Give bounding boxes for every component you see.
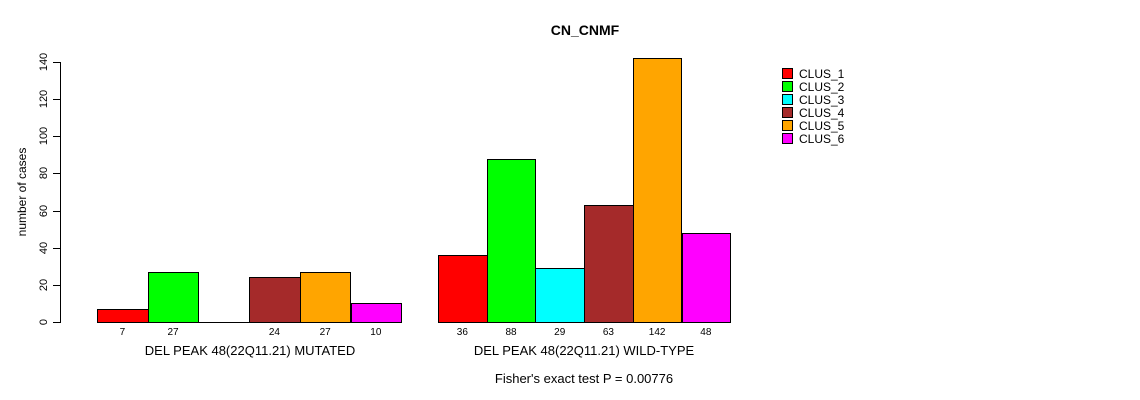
bar-clus_1 [97,309,149,323]
legend-label: CLUS_4 [799,105,845,120]
bar-value-label: 63 [602,327,614,338]
bar-value-label: 88 [505,327,517,338]
bar-value-label: 36 [456,327,468,338]
bar-clus_6 [681,232,732,323]
y-axis-label: number of cases [15,147,29,237]
y-tick-label: 20 [38,278,50,291]
bar-value-label: 7 [119,327,126,338]
bar-clus_4 [249,277,301,323]
y-tick-label: 80 [38,167,50,180]
chart-title: CN_CNMF [550,22,620,38]
bar-value-label: 48 [700,327,712,338]
legend-label: CLUS_6 [799,131,845,146]
bar-clus_3 [535,268,586,323]
bar-clus_5 [632,58,683,323]
y-tick-label: 100 [38,127,50,146]
bar-value-label: 24 [268,327,280,338]
legend-swatch-clus_4 [782,106,793,118]
legend-swatch-clus_5 [782,119,793,131]
zero-height-bar [198,322,251,323]
bar-clus_6 [350,303,403,323]
legend-swatch-clus_3 [782,93,793,105]
legend-label: CLUS_1 [799,67,845,81]
y-tick-label: 0 [38,318,50,326]
bar-value-label: 142 [648,327,666,338]
y-tick-label: 60 [38,204,50,217]
bar-clus_2 [486,158,537,323]
legend-label: CLUS_2 [799,79,845,94]
bar-clus_5 [299,271,352,323]
legend-label: CLUS_3 [799,92,845,107]
y-tick [53,136,60,138]
y-tick [53,210,60,212]
legend-label: CLUS_5 [799,118,845,133]
fisher-test-annotation: Fisher's exact test P = 0.00776 [494,371,674,386]
bar-clus_4 [584,205,634,323]
y-tick [53,284,60,286]
legend-swatch-clus_1 [782,68,793,79]
y-tick [53,99,60,101]
y-tick [53,322,60,323]
y-tick [53,247,60,249]
y-tick [53,62,60,63]
y-tick-label: 40 [38,241,50,254]
bar-value-label: 10 [370,327,382,338]
y-tick-label: 120 [38,89,50,109]
legend-swatch-clus_6 [782,132,793,144]
bar-value-label: 27 [167,327,179,338]
group-label-wild-type: DEL PEAK 48(22Q11.21) WILD-TYPE [473,343,695,358]
legend-swatch-clus_2 [782,80,793,92]
bar-value-label: 29 [554,327,566,338]
bar-clus_2 [147,271,200,323]
bar-clus_1 [438,255,488,323]
bar-value-label: 27 [319,327,331,338]
y-axis-line [60,62,61,323]
y-tick [53,173,60,175]
group-label-mutated: DEL PEAK 48(22Q11.21) MUTATED [144,343,356,358]
y-tick-label: 140 [38,52,50,72]
